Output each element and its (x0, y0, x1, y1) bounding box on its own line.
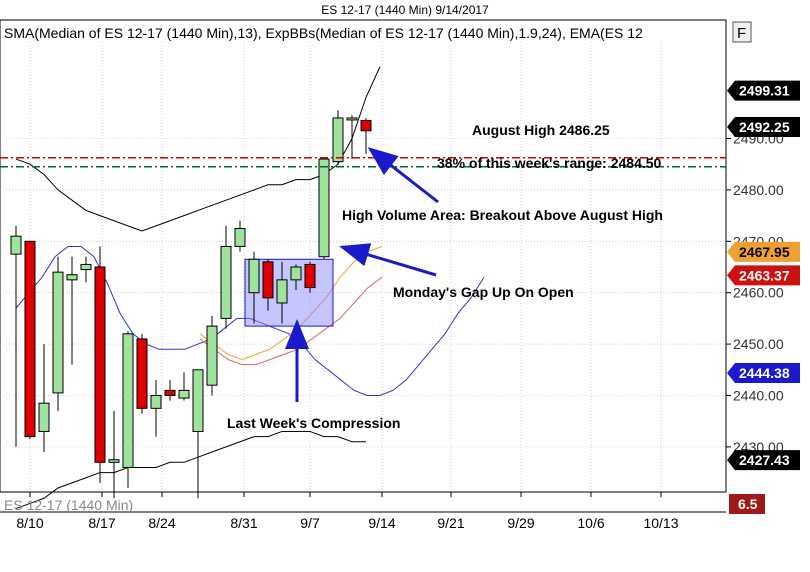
x-tick-label: 9/7 (300, 515, 320, 531)
annotation-gap-up: Monday's Gap Up On Open (393, 284, 574, 300)
x-tick-label: 10/13 (643, 515, 678, 531)
candlesticks (10, 110, 372, 499)
price-tag-bg (727, 241, 800, 262)
compression-box (244, 258, 334, 327)
sma-line (15, 245, 485, 396)
price-axis: 2430.002440.002450.002460.002470.002480.… (726, 131, 784, 455)
candle-body (122, 333, 134, 468)
price-tag-label: 2492.25 (739, 119, 790, 135)
candle-body (304, 263, 316, 289)
x-tick-label: 9/29 (507, 515, 534, 531)
price-tag-label: 2463.37 (739, 267, 790, 283)
y-tick-label: 2460.00 (733, 285, 784, 301)
candle-body (318, 158, 330, 258)
lower-bollinger-band (15, 430, 366, 510)
window-title: ES 12-17 (1440 Min) 9/14/2017 (321, 3, 489, 17)
candle-body (346, 117, 358, 121)
x-tick-label: 8/24 (148, 515, 175, 531)
price-tag-label: 2427.43 (739, 452, 790, 468)
price-tag-label: 2444.38 (739, 365, 790, 381)
candle-body (332, 117, 344, 163)
candle-body (136, 338, 148, 409)
candle-body (178, 389, 190, 399)
candle-body (52, 271, 64, 394)
volume-tag-bg (729, 494, 765, 514)
candle-body (38, 402, 50, 432)
y-tick-label: 2450.00 (733, 336, 784, 352)
candle-body (108, 459, 120, 463)
x-tick-label: 8/31 (230, 515, 257, 531)
candle-body (94, 266, 106, 463)
x-tick-label: 8/10 (16, 515, 43, 531)
annotation-arrows (285, 147, 439, 402)
price-tag-label: 2467.95 (739, 244, 790, 260)
candle-body (164, 389, 176, 396)
indicator-label-bg (1, 22, 725, 42)
chart-watermark: ES 12-17 (1440 Min) (4, 497, 133, 513)
f-button-label[interactable]: F (737, 25, 746, 42)
candle-body (262, 261, 274, 299)
price-tag-bg (727, 116, 800, 137)
candle-body (220, 245, 232, 319)
candle-body (24, 240, 36, 438)
compression-box-layer (244, 258, 334, 327)
x-tick-label: 8/17 (88, 515, 115, 531)
price-tag-label: 2499.31 (739, 83, 790, 99)
median-line (199, 276, 383, 366)
annotation-high-volume: High Volume Area: Breakout Above August … (342, 207, 663, 223)
candle-body (234, 227, 246, 247)
candle-body (80, 263, 92, 271)
price-tag-bg (727, 450, 800, 471)
annotation-august-high: August High 2486.25 (472, 122, 610, 138)
x-tick-label: 9/21 (437, 515, 464, 531)
annotation-38pct-range: 38% of this week's range: 2484.50 (437, 155, 662, 171)
price-tags: 2499.31 2492.25 2467.95 2463.37 2444.38 2427.… (727, 80, 800, 471)
indicator-label: SMA(Median of ES 12-17 (1440 Min),13), E… (4, 25, 643, 41)
candle-body (66, 274, 78, 281)
f-button[interactable] (732, 21, 752, 43)
price-tag-bg (727, 362, 800, 383)
candle-body (276, 279, 288, 304)
candle-body (248, 258, 260, 294)
annotation-compression: Last Week's Compression (227, 415, 400, 431)
volume-tag: 6.5 (738, 496, 758, 512)
price-tag-bg (727, 265, 800, 286)
x-tick-label: 10/6 (577, 515, 604, 531)
candle-body (192, 369, 204, 432)
date-axis: 8/10 8/17 8/24 8/31 9/7 9/14 9/21 9/29 10/6 10/13 (16, 492, 679, 531)
y-tick-label: 2440.00 (733, 387, 784, 403)
annotation-arrow (367, 147, 439, 204)
candle-body (150, 394, 162, 409)
price-tag-bg (727, 80, 800, 101)
candle-body (360, 120, 372, 132)
candle-body (290, 266, 302, 281)
y-tick-label: 2480.00 (733, 182, 784, 198)
candle-body (10, 235, 22, 255)
x-tick-label: 9/14 (368, 515, 395, 531)
candle-body (206, 325, 218, 386)
horizontal-levels (0, 157, 726, 168)
annotation-arrow (339, 243, 437, 277)
